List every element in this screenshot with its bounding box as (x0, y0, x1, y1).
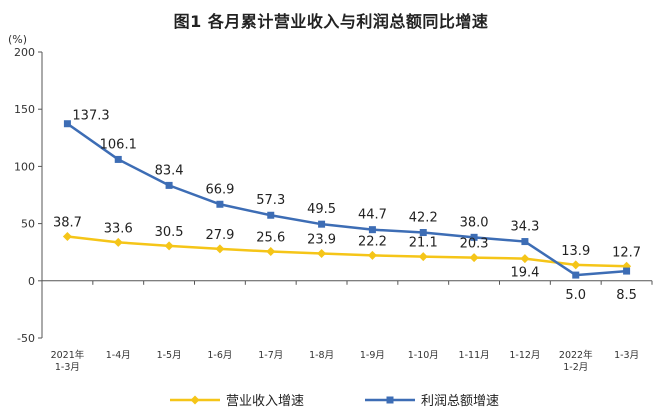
x-tick-label: 1-6月 (207, 350, 232, 361)
legend-label: 营业收入增速 (226, 394, 304, 409)
data-label: 20.3 (460, 237, 489, 252)
data-point (114, 155, 122, 163)
data-label: 38.7 (53, 216, 82, 231)
data-point (164, 241, 174, 251)
legend-label: 利润总额增速 (421, 394, 499, 409)
legend: 营业收入增速 利润总额增速 (170, 394, 499, 409)
data-point (520, 254, 530, 264)
x-tick-label: 2021年 1-3月 (51, 349, 85, 373)
data-label: 23.9 (307, 232, 336, 247)
x-tick-label: 1-12月 (509, 350, 540, 361)
series-line-1 (66, 122, 627, 277)
data-label: 34.3 (510, 220, 539, 235)
data-point (521, 238, 529, 246)
legend-item-1: 利润总额增速 (365, 394, 499, 409)
data-point (470, 233, 478, 241)
x-tick-label: 1-4月 (106, 350, 131, 361)
data-point (623, 267, 631, 275)
legend-marker (190, 395, 200, 405)
data-label: 137.3 (72, 109, 109, 124)
series-line-0 (67, 235, 627, 268)
x-tick-label: 1-11月 (459, 350, 490, 361)
data-label: 38.0 (460, 215, 489, 230)
data-point (368, 226, 376, 234)
data-point (572, 271, 580, 279)
data-point (266, 247, 276, 257)
data-point (367, 250, 377, 260)
data-label: 25.6 (256, 231, 285, 246)
data-label: 12.7 (612, 245, 641, 260)
y-tick-label: 150 (14, 103, 35, 116)
data-point (418, 252, 428, 262)
data-label: 22.2 (358, 234, 387, 249)
data-label: 30.5 (155, 225, 184, 240)
y-tick-label: 0 (28, 275, 35, 288)
data-point (317, 248, 327, 258)
data-point (419, 229, 427, 237)
data-label: 21.1 (409, 236, 438, 251)
y-tick-label: -50 (17, 332, 35, 345)
data-label: 13.9 (561, 244, 590, 259)
series-layer (62, 120, 632, 279)
x-tick-label: 1-5月 (157, 350, 182, 361)
legend-item-0: 营业收入增速 (170, 394, 304, 409)
data-label: 49.5 (307, 202, 336, 217)
x-tick-label: 1-8月 (309, 350, 334, 361)
data-point (318, 220, 326, 228)
data-label: 83.4 (155, 163, 184, 178)
data-point (267, 211, 275, 219)
data-label: 27.9 (205, 228, 234, 243)
data-point (165, 181, 173, 189)
y-unit-label: (%) (8, 33, 27, 46)
data-label: 33.6 (104, 221, 133, 236)
x-tick-label: 1-10月 (408, 350, 439, 361)
x-tick-label: 1-3月 (614, 350, 639, 361)
data-label: 44.7 (358, 208, 387, 223)
data-label: 8.5 (616, 288, 637, 303)
data-label: 106.1 (100, 137, 137, 152)
data-point (216, 200, 224, 208)
x-tick-label: 2022年 1-2月 (559, 349, 593, 373)
y-tick-label: 50 (21, 218, 35, 231)
x-tick-label: 1-7月 (258, 350, 283, 361)
chart-title: 图1 各月累计营业收入与利润总额同比增速 (173, 12, 489, 31)
data-point (215, 244, 225, 254)
legend-marker (386, 396, 394, 404)
data-point (469, 253, 479, 263)
data-point (63, 120, 71, 128)
data-label: 19.4 (510, 266, 539, 281)
data-labels: 38.7 33.6 30.5 27.9 25.6 23.9 22.2 21.1 20.3 19.4… (53, 109, 641, 303)
data-label: 5.0 (565, 288, 586, 303)
data-label: 57.3 (256, 193, 285, 208)
data-point (571, 260, 581, 270)
data-label: 66.9 (205, 182, 234, 197)
data-point (62, 232, 72, 242)
data-point (113, 237, 123, 247)
y-tick-label: 200 (14, 46, 35, 59)
axes: (%) -50 0 50 100 150 200 2021年 1-3月 1-4月 1-5月 1-6月 1… (8, 33, 653, 373)
x-tick-label: 1-9月 (360, 350, 385, 361)
data-label: 42.2 (409, 211, 438, 226)
y-tick-label: 100 (14, 160, 35, 173)
